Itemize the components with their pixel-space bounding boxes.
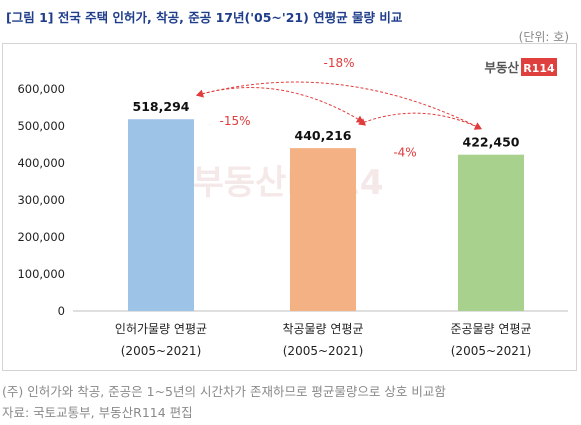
chart-title: [그림 1] 전국 주택 인허가, 착공, 준공 17년('05~'21) 연평… — [6, 10, 403, 25]
logo-badge — [521, 58, 557, 76]
x-category-sublabel: (2005~2021) — [283, 344, 364, 358]
bar — [290, 148, 356, 311]
bar — [128, 119, 194, 311]
x-category-sublabel: (2005~2021) — [451, 344, 532, 358]
change-arrow — [196, 87, 364, 123]
y-tick-label: 300,000 — [17, 193, 65, 207]
footnote-source: 자료: 국토교통부, 부동산R114 편집 — [2, 405, 193, 420]
change-label: -18% — [323, 56, 354, 70]
bar-value-label: 440,216 — [295, 128, 352, 143]
footnote-note: (주) 인허가와 착공, 준공은 1~5년의 시간차가 존재하므로 평균물량으로… — [2, 384, 446, 399]
x-category-label: 인허가물량 연평균 — [115, 322, 207, 336]
x-category-label: 준공물량 연평균 — [450, 322, 531, 336]
y-tick-label: 200,000 — [17, 230, 65, 244]
y-tick-label: 400,000 — [17, 156, 65, 170]
y-tick-label: 0 — [58, 304, 65, 318]
bar-value-label: 518,294 — [133, 99, 190, 114]
change-arrow — [358, 112, 482, 130]
change-arrow — [196, 81, 482, 130]
change-label: -4% — [393, 146, 416, 160]
chart-frame: 부동산R114 부동산 R114 0 100,000 200,000 300,000 400,… — [2, 43, 577, 371]
bar-value-label: 422,450 — [463, 135, 520, 150]
y-tick-label: 600,000 — [17, 82, 65, 96]
logo-badge-text: R114 — [523, 62, 555, 75]
x-category-label: 착공물량 연평균 — [282, 322, 363, 336]
y-tick-label: 100,000 — [17, 267, 65, 281]
change-label: -15% — [219, 114, 250, 128]
y-tick-label: 500,000 — [17, 119, 65, 133]
bar — [458, 154, 524, 311]
x-category-sublabel: (2005~2021) — [121, 344, 202, 358]
unit-label: (단위: 호) — [518, 30, 569, 44]
logo-text: 부동산 — [484, 60, 519, 75]
